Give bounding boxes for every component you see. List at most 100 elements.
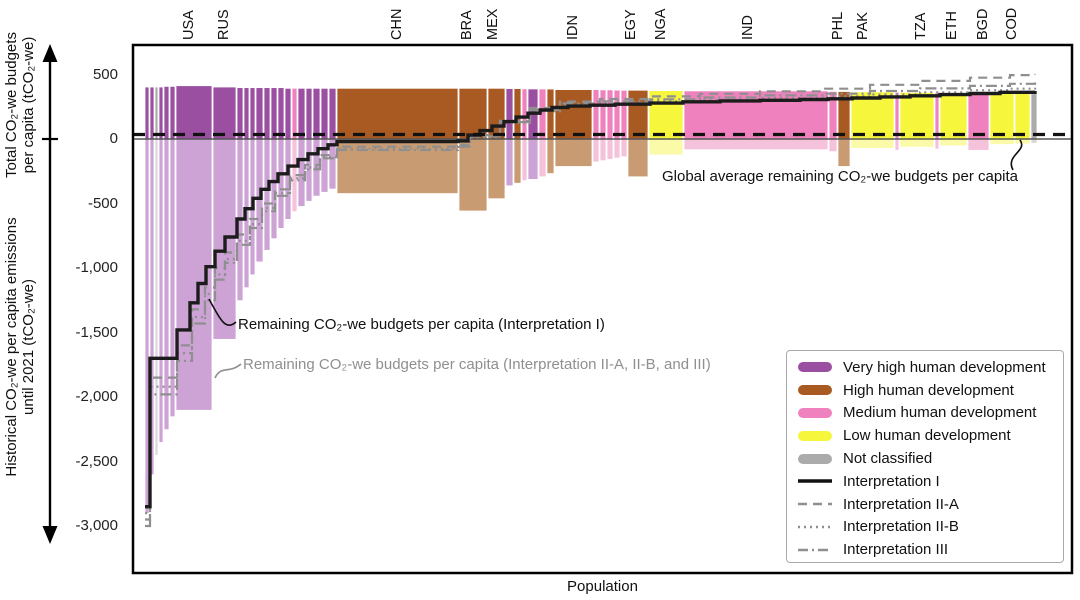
interpretation-lines [145, 73, 1037, 528]
legend-item: Very high human development [797, 356, 1059, 379]
bar-remaining-NC [155, 87, 158, 139]
bar-historical-H [838, 139, 850, 167]
bar-historical-H [488, 139, 505, 199]
legend-item: Medium human development [797, 402, 1059, 425]
bar-historical-M [935, 139, 939, 149]
bar-remaining-M [968, 93, 989, 139]
bar-remaining-VH [321, 88, 328, 139]
legend-label: Not classified [843, 450, 933, 468]
country-label-BRA: BRA [459, 10, 475, 40]
plot-border [131, 43, 1074, 575]
bar-remaining-H [555, 89, 592, 139]
country-label-RUS: RUS [216, 9, 232, 40]
bar-historical-VH [256, 139, 263, 262]
bar-remaining-M [522, 89, 527, 139]
legend-item: High human development [797, 379, 1059, 402]
bar-remaining-VH [278, 88, 284, 139]
y-axis-label-bottom: Historical CO₂-we per capita emissions u… [3, 187, 37, 507]
bar-historical-VH [145, 139, 149, 514]
bar-remaining-NC [1031, 94, 1037, 139]
legend-linestyle-dashed [798, 502, 832, 506]
country-label-USA: USA [181, 10, 197, 40]
bar-historical-M [600, 139, 606, 161]
y-tick-label--3000: -3,000 [75, 517, 118, 534]
bar-remaining-VH [164, 86, 169, 139]
country-label-MEX: MEX [485, 8, 501, 40]
legend-swatch-M [798, 407, 832, 418]
line-interpretation-I [145, 90, 1037, 509]
bar-historical-L [900, 139, 934, 147]
bar-remaining-VH [313, 88, 320, 139]
bar-remaining-M [829, 91, 837, 139]
legend-item: Low human development [797, 424, 1059, 447]
legend-linestyle-dashdot [798, 548, 832, 551]
bar-historical-M [593, 139, 599, 162]
bar-remaining-VH [256, 88, 263, 139]
legend-label: Interpretation I [843, 472, 940, 490]
bar-remaining-M [935, 93, 939, 139]
y-tick-label--1500: -1,500 [75, 323, 118, 341]
legend-swatch-L [798, 430, 832, 441]
bar-remaining-VH [159, 87, 163, 139]
bar-historical-L [1015, 139, 1030, 144]
bar-historical-VH [285, 139, 291, 219]
annotation-interpretation-2a-2b-3: Remaining CO₂-we budgets per capita (Int… [243, 356, 711, 373]
bar-historical-H [628, 139, 648, 177]
bar-historical-M [684, 139, 828, 150]
bar-historical-M [522, 139, 527, 181]
legend-item: Interpretation II-A [797, 493, 1059, 516]
legend-item: Interpretation III [797, 538, 1059, 561]
y-tick-label-500: 500 [92, 65, 118, 83]
bar-historical-M [829, 139, 837, 152]
bar-remaining-M [614, 90, 620, 139]
country-label-PHL: PHL [830, 11, 846, 40]
bar-historical-VH [264, 139, 270, 250]
legend-label: Low human development [843, 427, 1011, 445]
bar-remaining-VH [329, 88, 336, 139]
country-label-CHN: CHN [389, 8, 405, 40]
country-label-ETH: ETH [944, 11, 960, 40]
bar-historical-NC [1031, 139, 1037, 143]
bar-historical-M [292, 139, 297, 212]
bar-remaining-M [292, 88, 297, 139]
country-label-IND: IND [740, 15, 756, 40]
legend-linestyle-dotted [798, 525, 832, 529]
bar-historical-VH [170, 139, 175, 417]
y-tick-label--1000: -1,000 [75, 259, 118, 276]
bar-remaining-H [838, 91, 850, 139]
bar-historical-VH [506, 139, 513, 186]
bar-remaining-M [895, 92, 899, 139]
bar-remaining-VH [170, 86, 175, 139]
y-tick-label--500: -500 [87, 194, 118, 212]
bar-remaining-M [539, 89, 546, 139]
annotation-interpretation-1: Remaining CO₂-we budgets per capita (Int… [238, 316, 605, 333]
bar-historical-VH [150, 139, 154, 475]
annotation-global-average: Global average remaining CO₂-we budgets … [662, 168, 1019, 185]
line-interpretation-IIB [145, 87, 1037, 515]
connector-interp1 [208, 298, 237, 326]
bar-remaining-L [900, 92, 934, 139]
bar-historical-H [555, 139, 592, 167]
bar-remaining-VH [285, 88, 291, 139]
bar-remaining-M [607, 90, 613, 139]
bar-remaining-M [593, 89, 599, 139]
legend-swatch-NC [798, 453, 832, 464]
plot-frame [131, 43, 1074, 575]
bar-historical-L [940, 139, 967, 146]
bar-remaining-M [600, 90, 606, 139]
bar-historical-H [459, 139, 487, 211]
y-tick-label-0: 0 [109, 130, 118, 147]
bar-remaining-L [990, 93, 1014, 139]
country-label-PAK: PAK [855, 12, 871, 40]
bar-remaining-H [514, 88, 521, 139]
y-axis-label-bottom-line2: until 2021 (tCO₂-we) [20, 279, 37, 415]
bar-remaining-VH [145, 87, 149, 139]
connector-global-average [1010, 139, 1023, 171]
bar-historical-NC [155, 139, 158, 456]
bar-historical-M [614, 139, 620, 158]
legend-patch-icon [798, 453, 832, 464]
bar-remaining-VH [306, 88, 312, 139]
bar-historical-M [607, 139, 613, 159]
legend-patch-icon [798, 407, 832, 418]
